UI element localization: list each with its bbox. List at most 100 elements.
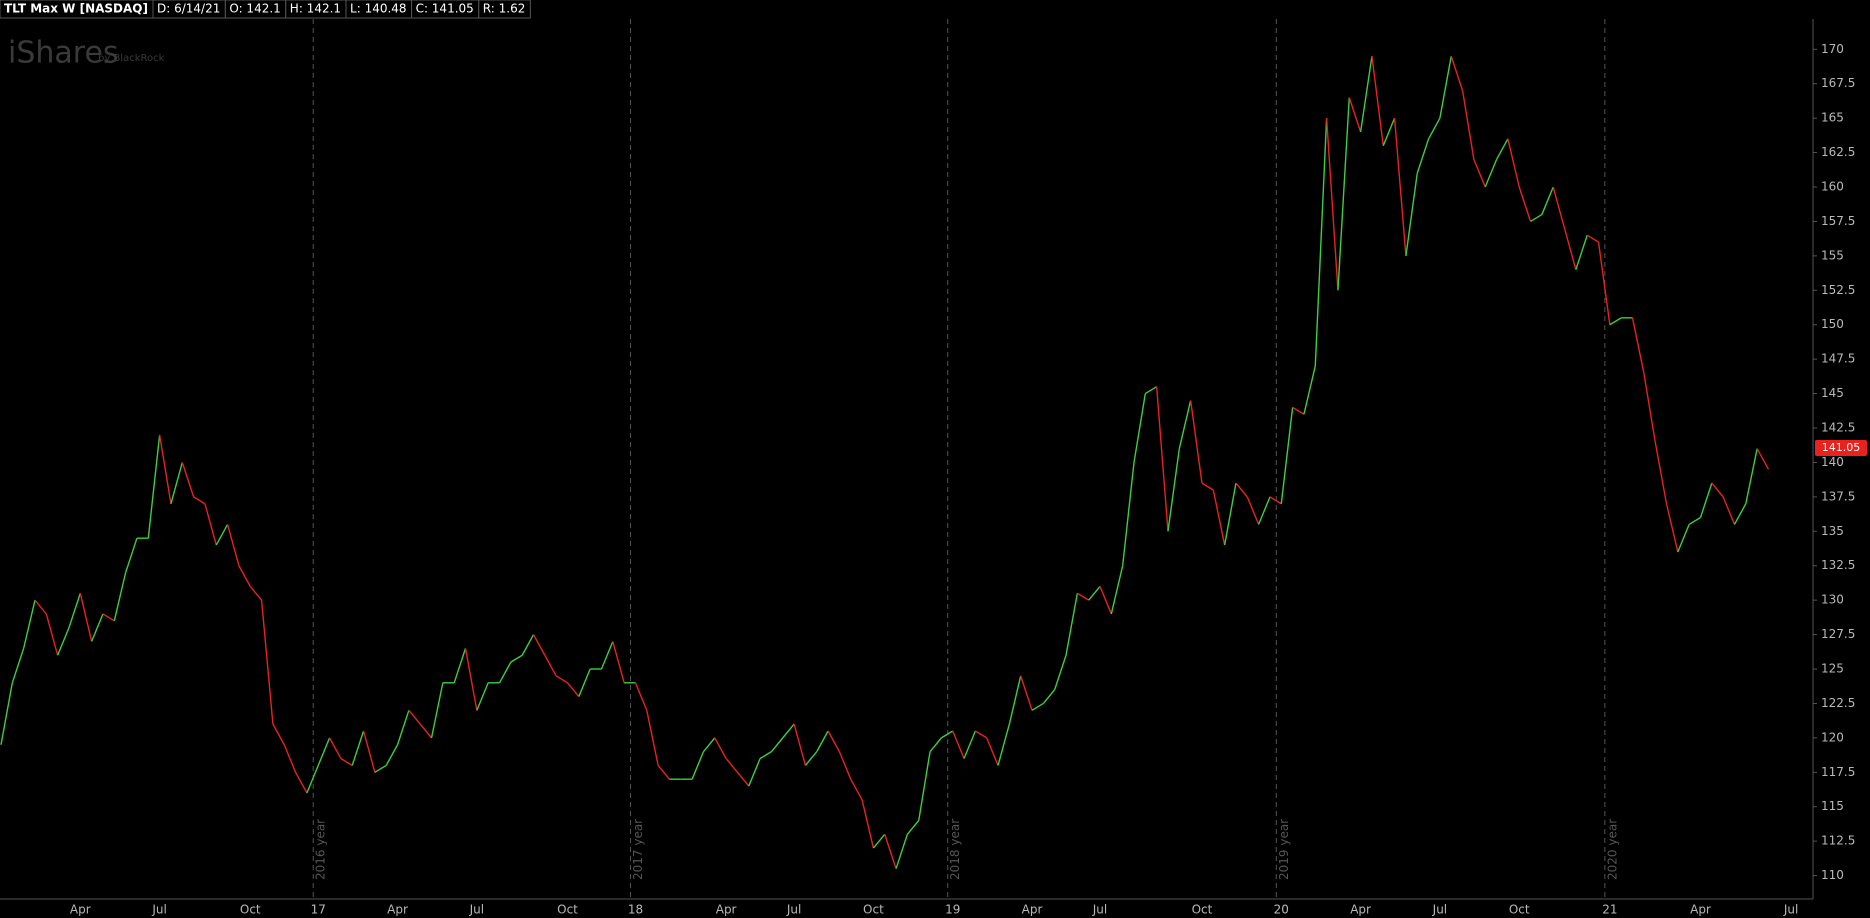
- price-segment: [532, 634, 546, 656]
- price-segment: [1088, 585, 1101, 601]
- year-label: 2017 year: [631, 819, 645, 880]
- header-box: [478, 0, 531, 19]
- year-label: 2016 year: [314, 819, 328, 880]
- price-segment: [941, 730, 954, 739]
- y-tick-label: 132.5: [1821, 558, 1855, 572]
- price-segment: [170, 462, 183, 504]
- x-tick-label: Oct: [1509, 903, 1530, 917]
- price-segment: [1076, 592, 1090, 601]
- x-tick-label: Jul: [469, 903, 484, 917]
- price-segment: [1292, 406, 1305, 415]
- price-segment: [1178, 400, 1192, 449]
- price-segment: [1643, 372, 1656, 442]
- y-tick-label: 120: [1821, 730, 1844, 744]
- price-segment: [22, 599, 36, 649]
- price-segment: [1699, 482, 1713, 518]
- price-segment: [0, 682, 14, 745]
- price-segment: [827, 730, 841, 752]
- price-segment: [249, 585, 263, 601]
- price-segment: [283, 744, 297, 773]
- y-tick-label: 130: [1821, 593, 1844, 607]
- price-segment: [646, 710, 659, 766]
- price-segment: [918, 751, 931, 821]
- y-tick-label: 157.5: [1821, 214, 1855, 228]
- price-segment: [1235, 482, 1248, 498]
- header-item: D: 6/14/21: [157, 2, 220, 16]
- price-segment: [1405, 173, 1418, 256]
- x-tick-label: 19: [945, 903, 960, 917]
- price-segment: [1155, 386, 1169, 532]
- price-segment: [1688, 516, 1701, 526]
- price-segment: [1042, 689, 1056, 704]
- price-segment: [566, 682, 580, 698]
- price-segment: [260, 600, 274, 725]
- price-segment: [906, 820, 920, 835]
- year-label: 2018 year: [948, 819, 962, 880]
- price-segment: [555, 675, 568, 684]
- price-segment: [1427, 117, 1441, 140]
- price-segment: [351, 730, 365, 766]
- price-segment: [1541, 186, 1554, 215]
- price-segment: [1054, 655, 1067, 690]
- price-segment: [1382, 117, 1396, 146]
- price-segment: [328, 737, 342, 759]
- price-segment: [1337, 97, 1350, 291]
- x-tick-label: Apr: [1350, 903, 1371, 917]
- x-tick-label: Jul: [1432, 903, 1447, 917]
- price-segment: [1065, 593, 1079, 656]
- header: TLT Max W [NASDAQ] D: 6/14/21 O: 142.1 H: 1…: [0, 0, 531, 19]
- price-segment: [895, 834, 909, 869]
- price-segment: [759, 751, 772, 760]
- price-segment: [872, 833, 886, 849]
- price-segment: [1325, 118, 1339, 291]
- price-segment: [1020, 675, 1033, 711]
- price-segment: [1269, 496, 1282, 505]
- price-segment: [1223, 482, 1237, 546]
- price-segment: [158, 434, 172, 504]
- header-item: H: 142.1: [290, 2, 341, 16]
- header-item: R: 1.62: [483, 2, 526, 16]
- price-segment: [498, 661, 512, 684]
- price-segment: [1597, 242, 1611, 325]
- price-segment: [600, 641, 614, 670]
- price-segment: [113, 572, 127, 621]
- y-tick-label: 150: [1821, 317, 1844, 331]
- price-segment: [1212, 489, 1226, 546]
- price-segment: [385, 744, 399, 766]
- year-label: 2019 year: [1277, 819, 1291, 880]
- price-segment: [340, 757, 353, 767]
- price-segment: [612, 641, 625, 683]
- price-segment: [1008, 675, 1022, 725]
- price-segment: [850, 778, 863, 801]
- price-segment: [702, 737, 716, 753]
- price-segment: [1439, 56, 1452, 119]
- x-tick-label: Oct: [557, 903, 578, 917]
- y-tick-label: 135: [1821, 524, 1844, 538]
- price-segment: [1201, 482, 1214, 491]
- price-segment: [306, 765, 319, 794]
- price-segment: [952, 730, 965, 759]
- price-segment: [1665, 503, 1679, 553]
- y-tick-label: 147.5: [1821, 352, 1855, 366]
- price-segment: [34, 599, 47, 615]
- price-segment: [430, 682, 444, 739]
- price-segment: [1631, 317, 1645, 374]
- price-segment: [770, 737, 784, 753]
- price-segment: [521, 634, 535, 656]
- price-segment: [1484, 159, 1498, 188]
- price-segment: [1303, 365, 1316, 415]
- price-segment: [1393, 118, 1407, 256]
- price-segment: [294, 771, 308, 794]
- price-segment: [476, 682, 489, 711]
- price-segment: [1552, 186, 1566, 229]
- price-segment: [453, 648, 467, 684]
- price-segment: [963, 730, 977, 759]
- x-tick-label: Jul: [151, 903, 166, 917]
- price-segment: [748, 758, 761, 787]
- x-tick-label: Jul: [1783, 903, 1798, 917]
- y-tick-label: 165: [1821, 111, 1844, 125]
- price-segment: [215, 524, 229, 546]
- price-segment: [1371, 56, 1384, 146]
- price-segment: [1110, 565, 1124, 615]
- price-segment: [544, 654, 557, 677]
